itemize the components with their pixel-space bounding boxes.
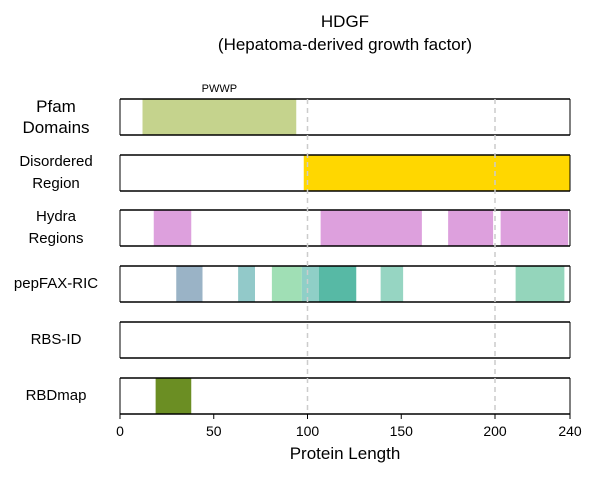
track-segment bbox=[142, 99, 297, 135]
row-label: Pfam Domains bbox=[0, 96, 112, 138]
row-label: pepFAX-RIC bbox=[0, 273, 112, 295]
track-segment bbox=[500, 210, 569, 246]
row-label-line: Region bbox=[32, 175, 80, 192]
x-axis-label: Protein Length bbox=[289, 444, 401, 463]
x-tick-label: 50 bbox=[206, 423, 222, 439]
x-tick-label: 100 bbox=[296, 423, 320, 439]
domain-label: PWWP bbox=[202, 83, 237, 95]
track-segment bbox=[318, 266, 357, 302]
track-segment bbox=[303, 155, 570, 191]
row-label: Disordered Region bbox=[0, 151, 112, 195]
track-segment bbox=[153, 210, 192, 246]
track-segment bbox=[238, 266, 255, 302]
chart-title: HDGF bbox=[320, 12, 370, 31]
row-label-line: RBS-ID bbox=[30, 331, 82, 348]
row-label-line: RBDmap bbox=[25, 387, 87, 404]
row-label: Hydra Regions bbox=[0, 206, 112, 250]
x-tick-label: 200 bbox=[483, 423, 507, 439]
track-segment bbox=[320, 210, 422, 246]
x-tick-label: 0 bbox=[116, 423, 124, 439]
row-label-line: Pfam bbox=[36, 97, 76, 116]
track-segment bbox=[301, 266, 319, 302]
row-label-line: Hydra bbox=[35, 208, 76, 225]
track-segment bbox=[448, 210, 494, 246]
x-tick-label: 150 bbox=[390, 423, 414, 439]
track-segment bbox=[176, 266, 203, 302]
row-label: RBS-ID bbox=[0, 329, 112, 351]
track-row bbox=[119, 321, 571, 359]
row-label: RBDmap bbox=[0, 385, 112, 407]
track-segment bbox=[271, 266, 302, 302]
row-label-line: Disordered bbox=[19, 153, 93, 170]
row-label-line: Domains bbox=[22, 118, 90, 137]
track-segment bbox=[155, 378, 192, 414]
track-row: PWWP bbox=[119, 83, 571, 136]
x-tick-label: 240 bbox=[558, 423, 582, 439]
track-segment bbox=[380, 266, 404, 302]
row-label-line: Regions bbox=[28, 230, 84, 247]
track-row bbox=[119, 209, 571, 247]
track-row bbox=[119, 154, 571, 192]
track-row bbox=[119, 265, 571, 303]
track-row bbox=[119, 377, 571, 415]
track-segment bbox=[515, 266, 565, 302]
chart-subtitle: (Hepatoma-derived growth factor) bbox=[217, 35, 473, 54]
row-label-line: pepFAX-RIC bbox=[13, 275, 99, 292]
